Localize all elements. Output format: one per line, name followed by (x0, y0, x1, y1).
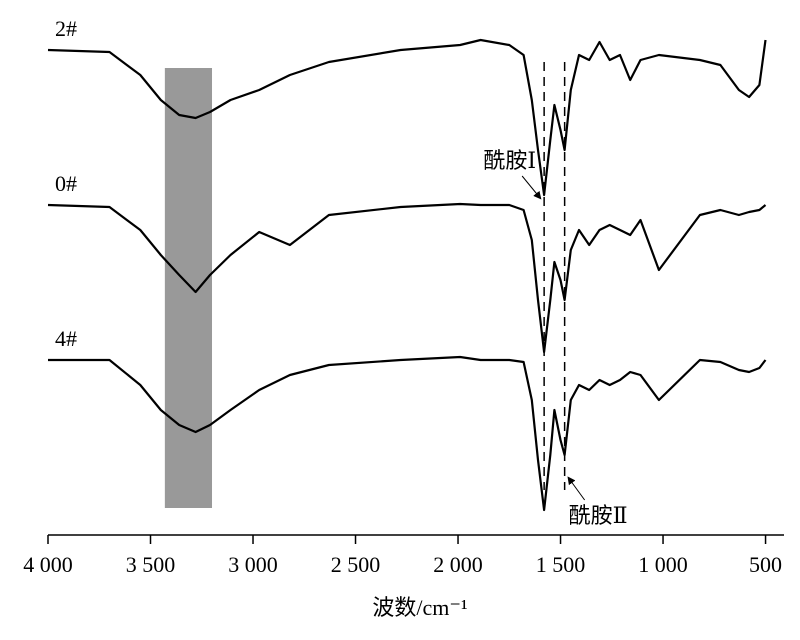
spectrum-line (47, 38, 767, 197)
x-tick-label: 3 500 (126, 552, 176, 577)
x-tick-label: 3 000 (228, 552, 278, 577)
x-tick-label: 4 000 (23, 552, 73, 577)
x-tick-label: 1 500 (536, 552, 586, 577)
highlight-band (164, 68, 213, 508)
annotation-arrow (567, 476, 586, 501)
series-label: 2# (55, 16, 77, 41)
x-tick-label: 2 000 (433, 552, 483, 577)
x-axis-label: 波数/cm⁻¹ (372, 595, 467, 620)
x-tick-label: 500 (749, 552, 782, 577)
series-label: 0# (55, 171, 77, 196)
annotation-arrow (521, 175, 542, 200)
spectrum-line (47, 202, 767, 354)
annotation-label: 酰胺Ⅰ (483, 148, 536, 173)
annotation-label: 酰胺Ⅱ (569, 503, 628, 528)
x-tick-label: 2 500 (331, 552, 381, 577)
x-tick-label: 1 000 (638, 552, 688, 577)
series-label: 4# (55, 326, 77, 351)
spectrum-line (48, 355, 767, 512)
